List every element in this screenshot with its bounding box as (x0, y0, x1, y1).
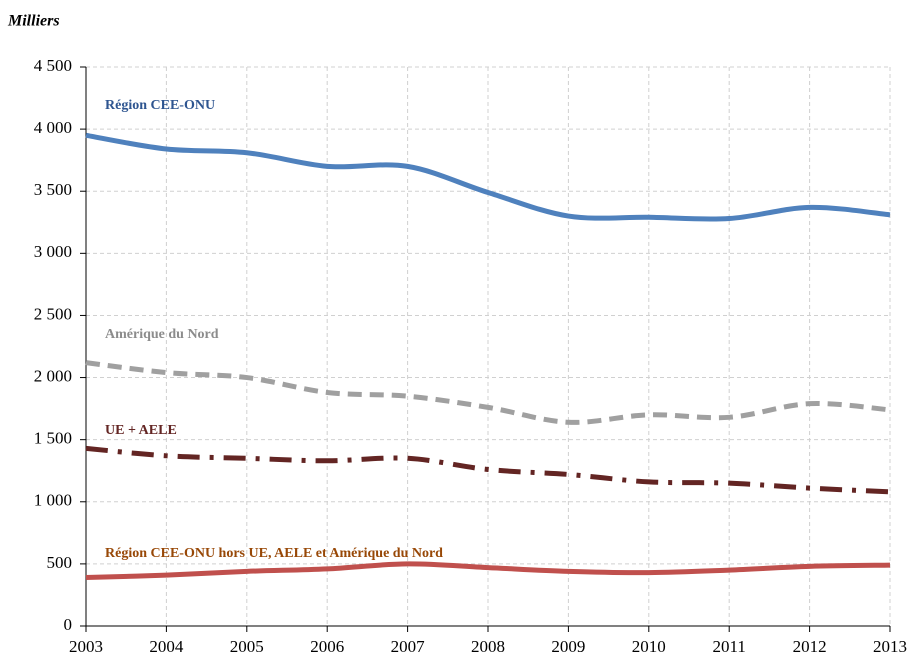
x-tick-label: 2008 (471, 637, 505, 656)
x-tick-label: 2013 (873, 637, 907, 656)
x-tick-label: 2011 (713, 637, 746, 656)
x-tick-label: 2009 (551, 637, 585, 656)
x-tick-label: 2010 (632, 637, 666, 656)
series-label: Région CEE-ONU hors UE, AELE et Amérique… (105, 546, 443, 561)
x-tick-label: 2004 (149, 637, 184, 656)
y-tick-label: 4 000 (34, 118, 72, 137)
y-tick-label: 500 (47, 553, 73, 572)
x-tick-label: 2012 (793, 637, 827, 656)
series-line (85, 445, 891, 495)
x-tick-label: 2003 (69, 637, 103, 656)
x-tick-label: 2006 (310, 637, 344, 656)
y-tick-label: 1 500 (34, 429, 72, 448)
series-line (85, 360, 891, 425)
series-label: Région CEE-ONU (105, 98, 215, 113)
y-tick-label: 3 500 (34, 180, 72, 199)
y-tick-label: 3 000 (34, 242, 72, 261)
y-tick-label: 2 000 (34, 366, 72, 385)
series-line (85, 561, 891, 581)
y-tick-label: 0 (64, 615, 73, 634)
x-tick-label: 2007 (391, 637, 426, 656)
y-tick-label: 2 500 (34, 304, 72, 323)
series-label: UE + AELE (105, 423, 177, 438)
y-axis-label: Milliers (7, 13, 60, 30)
series-label: Amérique du Nord (105, 327, 219, 342)
series-line (85, 132, 891, 222)
y-tick-label: 4 500 (34, 56, 72, 75)
y-tick-label: 1 000 (34, 491, 72, 510)
x-tick-label: 2005 (230, 637, 264, 656)
